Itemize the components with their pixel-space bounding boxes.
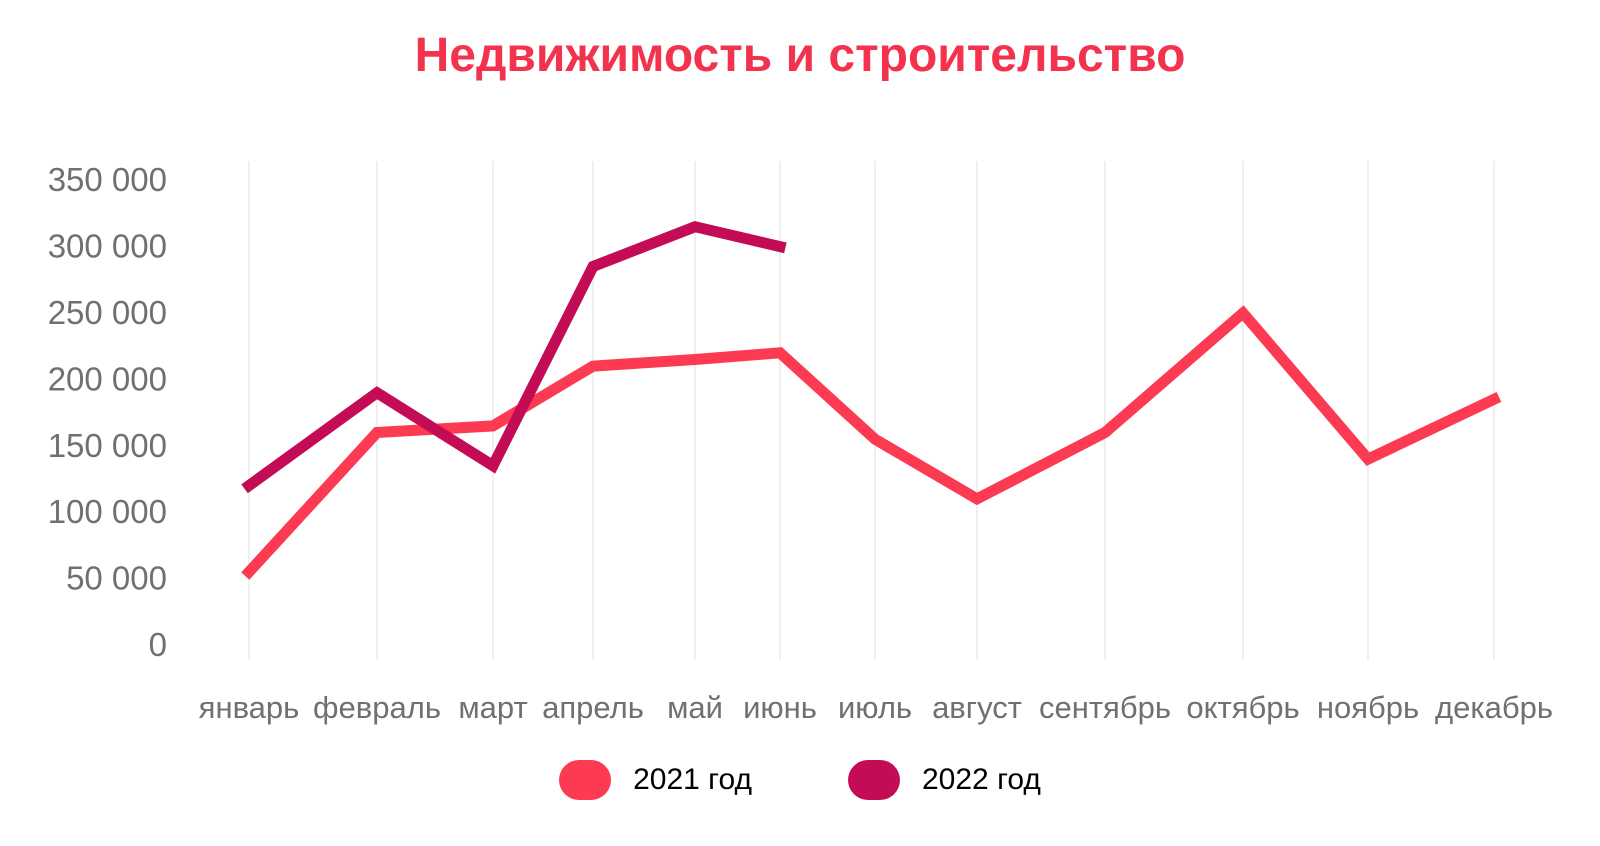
x-axis-label: ноябрь: [1317, 690, 1419, 725]
legend-label-2021: 2021 год: [633, 763, 752, 796]
legend: 2021 год 2022 год: [0, 760, 1600, 800]
legend-item-2021: 2021 год: [559, 760, 752, 800]
legend-label-2022: 2022 год: [922, 763, 1041, 796]
x-axis-label: декабрь: [1435, 690, 1553, 725]
y-axis-tick-label: 100 000: [48, 493, 167, 530]
series-line-2022: [241, 220, 787, 494]
x-axis-label: февраль: [313, 690, 441, 725]
y-axis-tick-label: 200 000: [48, 360, 167, 397]
x-axis-label: июнь: [743, 690, 817, 725]
x-axis-label: январь: [199, 690, 300, 725]
x-axis-label: август: [932, 690, 1022, 725]
y-axis-tick-label: 150 000: [48, 427, 167, 464]
legend-swatch-2021-icon: [559, 760, 612, 800]
legend-item-2022: 2022 год: [848, 760, 1041, 800]
x-axis-label: октябрь: [1186, 690, 1299, 725]
y-axis-tick-label: 50 000: [66, 560, 167, 597]
y-axis-tick-label: 300 000: [48, 228, 167, 265]
x-axis-label: сентябрь: [1039, 690, 1171, 725]
x-axis-label: апрель: [542, 690, 644, 725]
x-axis-label: июль: [838, 690, 912, 725]
legend-swatch-2022-icon: [848, 760, 900, 800]
y-axis-tick-label: 250 000: [48, 294, 167, 331]
y-axis-tick-label: 350 000: [48, 161, 167, 198]
series-line-2021: [241, 305, 1502, 580]
x-axis-label: март: [458, 690, 527, 725]
y-axis-tick-label: 0: [149, 626, 167, 663]
x-axis-label: май: [667, 690, 723, 725]
chart-title: Недвижимость и строительство: [414, 29, 1186, 82]
